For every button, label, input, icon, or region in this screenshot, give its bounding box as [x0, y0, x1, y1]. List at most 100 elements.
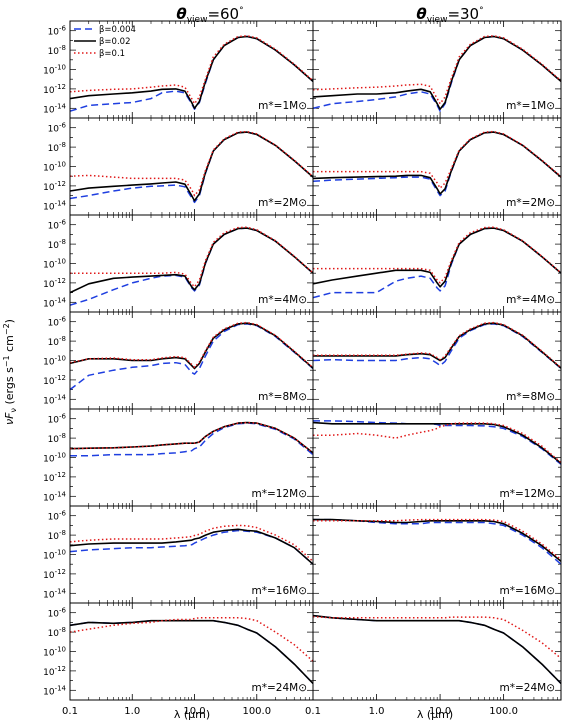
series-line-002	[70, 322, 313, 370]
y-tick-label-base: 10	[43, 590, 55, 600]
y-tick-label: 10-14	[43, 296, 66, 309]
y-tick-label-base: 10	[48, 629, 60, 639]
y-tick-label-base: 10	[43, 396, 55, 406]
y-tick-label-exp: -12	[55, 665, 66, 673]
y-tick-label-base: 10	[48, 435, 60, 445]
mass-label: m*=4M⊙	[258, 294, 307, 306]
y-tick-label-base: 10	[48, 241, 60, 251]
y-tick-label-exp: -8	[59, 432, 66, 440]
y-tick-label: 10-8	[48, 44, 66, 57]
y-tick-label: 10-14	[43, 587, 66, 600]
series-line-002	[70, 619, 313, 685]
y-tick-label-exp: -8	[59, 141, 66, 149]
series-line-01	[313, 321, 561, 369]
y-tick-label-base: 10	[43, 493, 55, 503]
series-line-01	[313, 422, 561, 464]
legend-entry-beta-002: β=0.02	[74, 37, 130, 47]
y-tick-label-base: 10	[48, 513, 60, 523]
y-tick-label-exp: -14	[55, 490, 67, 498]
y-tick-label-exp: -8	[59, 626, 66, 634]
series-line-0004	[70, 619, 313, 685]
x-tick-label: 10.0	[429, 706, 451, 717]
y-axis-label: νFν (ergs s−1 cm−2)	[2, 319, 18, 425]
y-tick-label-exp: -14	[55, 587, 67, 595]
y-tick-label-exp: -10	[55, 258, 66, 266]
y-tick-label-exp: -14	[55, 393, 67, 401]
y-tick-label-exp: -14	[55, 296, 67, 304]
x-axis-label-right: λ (μm)	[417, 708, 453, 721]
legend-label-beta-002: β=0.02	[99, 37, 130, 47]
y-tick-label: 10-10	[43, 161, 66, 174]
y-tick-label: 10-10	[43, 258, 66, 271]
series-group	[313, 321, 561, 370]
series-line-0004	[313, 131, 561, 197]
y-tick-label-exp: -6	[59, 607, 67, 615]
series-line-01	[70, 226, 313, 288]
y-tick-label-exp: -10	[55, 452, 66, 460]
y-tick-label: 10-8	[48, 529, 66, 542]
y-tick-label-exp: -8	[59, 529, 66, 537]
series-group	[313, 130, 561, 197]
y-tick-label-base: 10	[43, 280, 55, 290]
legend-entry-beta-0004: β=0.004	[74, 25, 136, 35]
series-line-0004	[70, 323, 313, 391]
y-tick-label-base: 10	[43, 377, 55, 387]
y-tick-label-exp: -6	[59, 219, 67, 227]
panel-r3-c1: m*=8M⊙	[312, 311, 562, 410]
series-line-002	[313, 322, 561, 369]
y-tick-label-base: 10	[48, 319, 60, 329]
series-line-002	[313, 131, 561, 195]
series-line-01	[313, 615, 561, 659]
y-tick-label: 10-14	[43, 684, 66, 697]
y-tick-label: 10-8	[48, 626, 66, 639]
y-tick-label-exp: -6	[59, 413, 67, 421]
y-tick-label-base: 10	[48, 338, 60, 348]
mass-label: m*=2M⊙	[506, 197, 555, 209]
series-group	[313, 35, 561, 112]
y-tick-label-base: 10	[48, 144, 60, 154]
panel-r0-c1: m*=1M⊙	[312, 20, 562, 119]
y-tick-label: 10-10	[43, 452, 66, 465]
y-tick-label-base: 10	[43, 687, 55, 697]
y-tick-label-exp: -12	[55, 568, 66, 576]
x-tick-label: 1.0	[124, 706, 140, 717]
series-group	[70, 524, 313, 565]
y-tick-label-exp: -10	[55, 646, 66, 654]
y-tick-label-base: 10	[48, 28, 60, 38]
column-title-60: θview=60°	[176, 5, 243, 25]
series-group	[70, 617, 313, 685]
mass-label: m*=4M⊙	[506, 294, 555, 306]
y-tick-label: 10-6	[48, 219, 67, 232]
series-line-002	[70, 131, 313, 202]
column-title-30: θview=30°	[416, 5, 483, 25]
panel-r6-c1: m*=24M⊙ 1.0 10.0 100.0 0.1	[305, 602, 562, 717]
y-tick-label: 10-6	[48, 413, 67, 426]
series-group	[70, 421, 313, 457]
series-group	[70, 226, 313, 306]
y-tick-label: 10-6	[48, 316, 67, 329]
series-group	[313, 420, 561, 465]
series-line-01	[313, 518, 561, 561]
legend-label-beta-0004: β=0.004	[99, 25, 136, 35]
series-line-01	[313, 226, 561, 284]
series-line-01	[70, 617, 313, 662]
mass-label: m*=1M⊙	[506, 100, 555, 112]
y-tick-label: 10-12	[43, 180, 66, 193]
mass-label: m*=12M⊙	[500, 488, 556, 500]
x-tick-label: 0.1	[305, 706, 321, 717]
y-tick-label-base: 10	[43, 67, 55, 77]
y-tick-label: 10-14	[43, 490, 66, 503]
panel-r5-c1: m*=16M⊙	[312, 505, 562, 604]
y-tick-label-exp: -10	[55, 161, 66, 169]
y-tick-label: 10-8	[48, 141, 66, 154]
y-tick-label: 10-12	[43, 665, 66, 678]
y-tick-label: 10-14	[43, 199, 66, 212]
y-tick-label-exp: -12	[55, 180, 66, 188]
